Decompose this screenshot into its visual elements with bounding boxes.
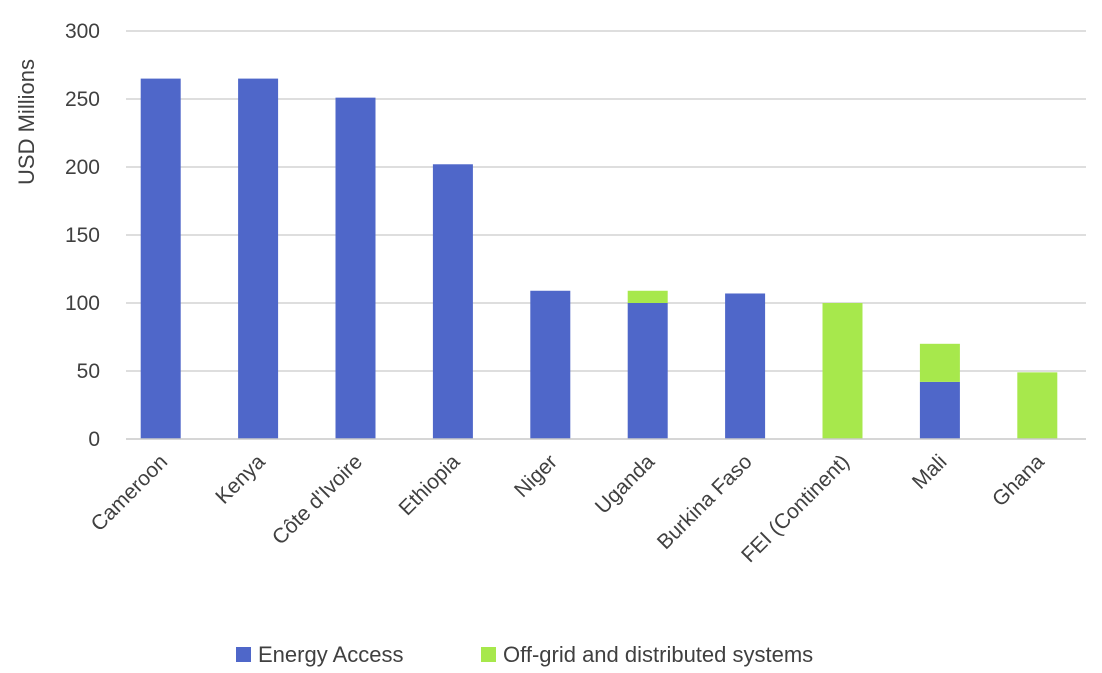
bar-mali-series-1 — [919, 343, 960, 382]
y-axis-title: USD Millions — [14, 59, 39, 185]
bar-kenya-series-0 — [238, 78, 279, 439]
bar-cameroon-series-0 — [140, 78, 181, 439]
bar-uganda-series-0 — [627, 303, 668, 439]
y-tick-label: 0 — [88, 428, 100, 451]
bar-niger-series-0 — [530, 290, 571, 439]
y-tick-label: 50 — [77, 360, 100, 383]
legend-swatch — [481, 647, 496, 662]
y-tick-label: 200 — [65, 156, 100, 179]
bar-ethiopia-series-0 — [432, 164, 473, 439]
legend-swatch — [236, 647, 251, 662]
x-category-label: Côte d'Ivoire — [268, 450, 367, 549]
legend: Energy Access Off-grid and distributed sy… — [236, 642, 813, 667]
bar-fei-continent--series-1 — [822, 303, 863, 439]
bar-burkina-faso-series-0 — [725, 293, 766, 439]
y-tick-label: 100 — [65, 292, 100, 315]
y-tick-label: 300 — [65, 20, 100, 43]
x-category-label: Kenya — [211, 450, 270, 509]
y-tick-label: 150 — [65, 224, 100, 247]
legend-label: Energy Access — [258, 642, 404, 667]
bar-ghana-series-1 — [1017, 372, 1058, 439]
bar-c-te-d-ivoire-series-0 — [335, 97, 376, 439]
x-category-label: Mali — [908, 450, 951, 493]
legend-label: Off-grid and distributed systems — [503, 642, 813, 667]
x-category-label: Uganda — [591, 450, 660, 519]
x-category-label: Cameroon — [87, 450, 173, 536]
x-category-label: Burkina Faso — [653, 450, 757, 554]
bar-uganda-series-1 — [627, 290, 668, 303]
y-tick-label: 250 — [65, 88, 100, 111]
bars — [140, 78, 1058, 439]
x-category-label: Ethiopia — [395, 450, 465, 520]
bar-mali-series-0 — [919, 381, 960, 439]
x-category-label: Niger — [510, 450, 562, 502]
x-category-label: Ghana — [988, 450, 1049, 511]
